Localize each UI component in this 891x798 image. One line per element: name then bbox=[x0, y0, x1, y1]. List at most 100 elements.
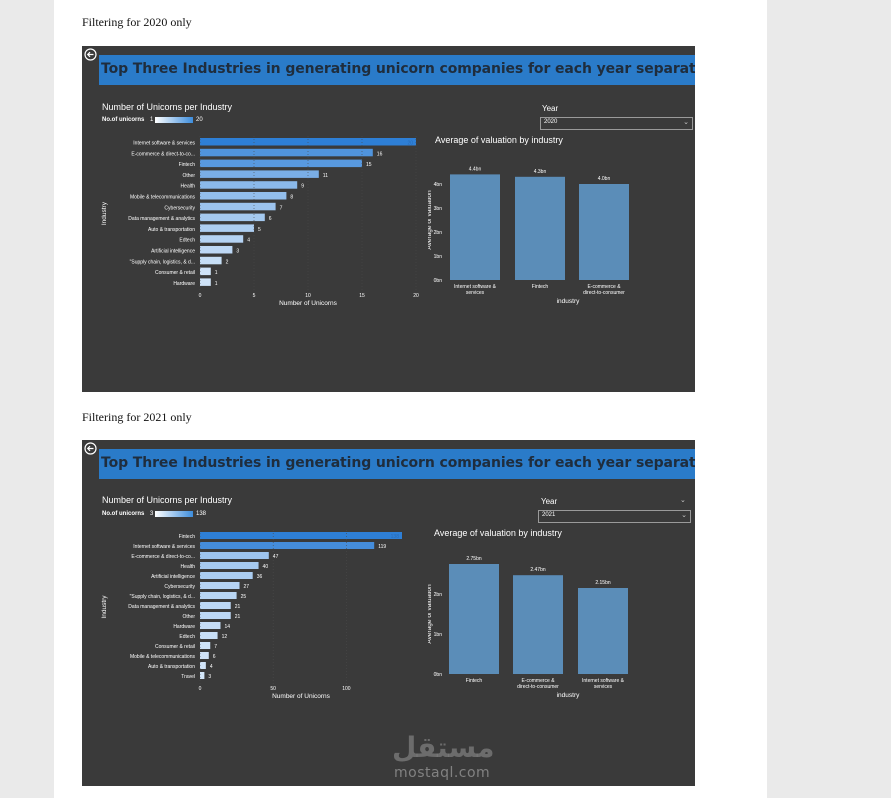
category-label: "Supply chain, logistics, & d... bbox=[130, 259, 195, 265]
valuation-column-chart: 0bn 1bn 2bn 2.75bn Fintech 2.47bn E-commerce &… bbox=[428, 556, 628, 699]
bar bbox=[200, 138, 416, 146]
data-label: 12 bbox=[222, 634, 228, 640]
category-label: Consumer & retail bbox=[155, 270, 195, 276]
year-slicer-label: Year bbox=[542, 104, 559, 113]
bar bbox=[200, 672, 205, 679]
category-label: E-commerce & direct-to-co... bbox=[131, 554, 195, 560]
data-label: 2.75bn bbox=[466, 556, 482, 562]
category-label: Health bbox=[181, 184, 196, 190]
category-label: Fintech bbox=[179, 534, 196, 540]
industry-count-bar-chart: Fintech 138 Internet software & services 11… bbox=[101, 530, 402, 698]
data-label: 36 bbox=[257, 574, 263, 580]
bar bbox=[200, 552, 269, 559]
data-label: 2.47bn bbox=[530, 567, 546, 573]
year-slicer-label: Year bbox=[541, 497, 558, 506]
x-axis-title: Number of Unicorns bbox=[272, 693, 331, 698]
bar bbox=[200, 181, 298, 189]
bar bbox=[200, 582, 240, 589]
category-label: Consumer & retail bbox=[155, 644, 195, 650]
category-label: Auto & transportation bbox=[148, 664, 195, 670]
valuation-column-chart: 0bn 1bn 2bn 3bn 4bn 4.4bn Internet software &s… bbox=[428, 166, 629, 305]
tick-label: 100 bbox=[342, 686, 351, 692]
category-label: Fintech bbox=[532, 284, 549, 290]
category-label: Hardware bbox=[173, 281, 195, 287]
legend-gradient bbox=[155, 117, 193, 123]
bar bbox=[200, 148, 373, 157]
category-label: direct-to-consumer bbox=[517, 684, 559, 690]
data-label: 4.3bn bbox=[534, 169, 547, 175]
dashboard-2021: Top Three Industries in generating unico… bbox=[82, 440, 695, 786]
bar bbox=[200, 642, 211, 649]
category-label: Internet software & services bbox=[133, 141, 195, 147]
legend-gradient bbox=[155, 511, 193, 517]
data-label: 2 bbox=[226, 259, 229, 265]
column-chart-title: Average of valuation by industry bbox=[435, 135, 563, 145]
tick-label: 15 bbox=[359, 293, 365, 299]
category-label: Cybersecurity bbox=[164, 584, 195, 590]
data-label: 7 bbox=[280, 205, 283, 211]
category-label: Mobile & telecommunications bbox=[130, 195, 196, 201]
data-label: 15 bbox=[366, 162, 372, 168]
category-label: Artificial intelligence bbox=[151, 249, 195, 255]
column bbox=[513, 575, 563, 674]
tick-label: 1bn bbox=[434, 632, 443, 638]
bar bbox=[200, 572, 253, 579]
back-arrow-icon[interactable] bbox=[84, 442, 97, 455]
category-label: Travel bbox=[181, 674, 195, 680]
category-label: E-commerce & bbox=[521, 678, 555, 684]
title-banner: Top Three Industries in generating unico… bbox=[99, 55, 695, 85]
back-arrow-icon[interactable] bbox=[84, 48, 97, 61]
bar bbox=[200, 267, 211, 276]
category-label: Data management & analytics bbox=[128, 216, 195, 222]
tick-label: 50 bbox=[270, 686, 276, 692]
tick-label: 3bn bbox=[434, 206, 443, 212]
legend-max: 138 bbox=[196, 511, 207, 517]
tick-label: 5 bbox=[253, 293, 256, 299]
data-label: 4 bbox=[247, 238, 250, 244]
category-label: Mobile & telecommunications bbox=[130, 654, 196, 660]
category-label: Other bbox=[182, 173, 195, 179]
slicer-collapse-chevron-icon[interactable]: ⌄ bbox=[680, 497, 686, 504]
watermark-logo: مستقل bbox=[392, 731, 495, 764]
legend-label: No.of unicorns bbox=[102, 511, 145, 517]
year-slicer-dropdown[interactable]: 2021 ⌄ bbox=[538, 510, 691, 523]
industry-count-bar-chart: Internet software & services 20E-commerce… bbox=[101, 136, 419, 307]
bar bbox=[200, 542, 375, 549]
y-axis-title: Average of valuation bbox=[428, 584, 433, 644]
category-label: Edtech bbox=[179, 634, 195, 640]
data-label: 7 bbox=[214, 644, 217, 650]
watermark-text: mostaql.com bbox=[394, 765, 491, 781]
tick-label: 2bn bbox=[434, 592, 443, 598]
data-label: 40 bbox=[263, 564, 269, 570]
category-label: direct-to-consumer bbox=[583, 290, 625, 296]
tick-label: 0 bbox=[199, 686, 202, 692]
column-chart-title: Average of valuation by industry bbox=[434, 528, 562, 538]
bar bbox=[200, 662, 206, 669]
column bbox=[579, 184, 629, 280]
bar bbox=[200, 159, 362, 168]
category-label: "Supply chain, logistics, & d... bbox=[130, 594, 195, 600]
bar bbox=[200, 256, 222, 265]
bar bbox=[200, 246, 233, 254]
chevron-down-icon: ⌄ bbox=[683, 118, 689, 126]
data-label: 3 bbox=[236, 249, 239, 255]
category-label: Other bbox=[182, 614, 195, 620]
x-axis-title: industry bbox=[557, 692, 581, 699]
column bbox=[449, 564, 499, 674]
banner-title: Top Three Industries in generating unico… bbox=[101, 455, 695, 471]
legend-min: 1 bbox=[150, 117, 154, 123]
tick-label: 1bn bbox=[434, 254, 443, 260]
year-slicer-dropdown[interactable]: 2020 ⌄ bbox=[540, 117, 693, 130]
chevron-down-icon: ⌄ bbox=[681, 511, 687, 519]
category-label: Hardware bbox=[173, 624, 195, 630]
category-label: Cybersecurity bbox=[164, 205, 195, 211]
category-label: Fintech bbox=[179, 162, 196, 168]
data-label: 4.4bn bbox=[469, 166, 482, 172]
bar-chart-title: Number of Unicorns per Industry bbox=[102, 102, 233, 112]
tick-label: 0 bbox=[199, 293, 202, 299]
data-label: 16 bbox=[377, 151, 383, 157]
data-label: 9 bbox=[301, 184, 304, 190]
y-axis-title: Average of valuation bbox=[428, 190, 433, 250]
bar bbox=[200, 622, 221, 629]
data-label: 4.0bn bbox=[598, 176, 611, 182]
